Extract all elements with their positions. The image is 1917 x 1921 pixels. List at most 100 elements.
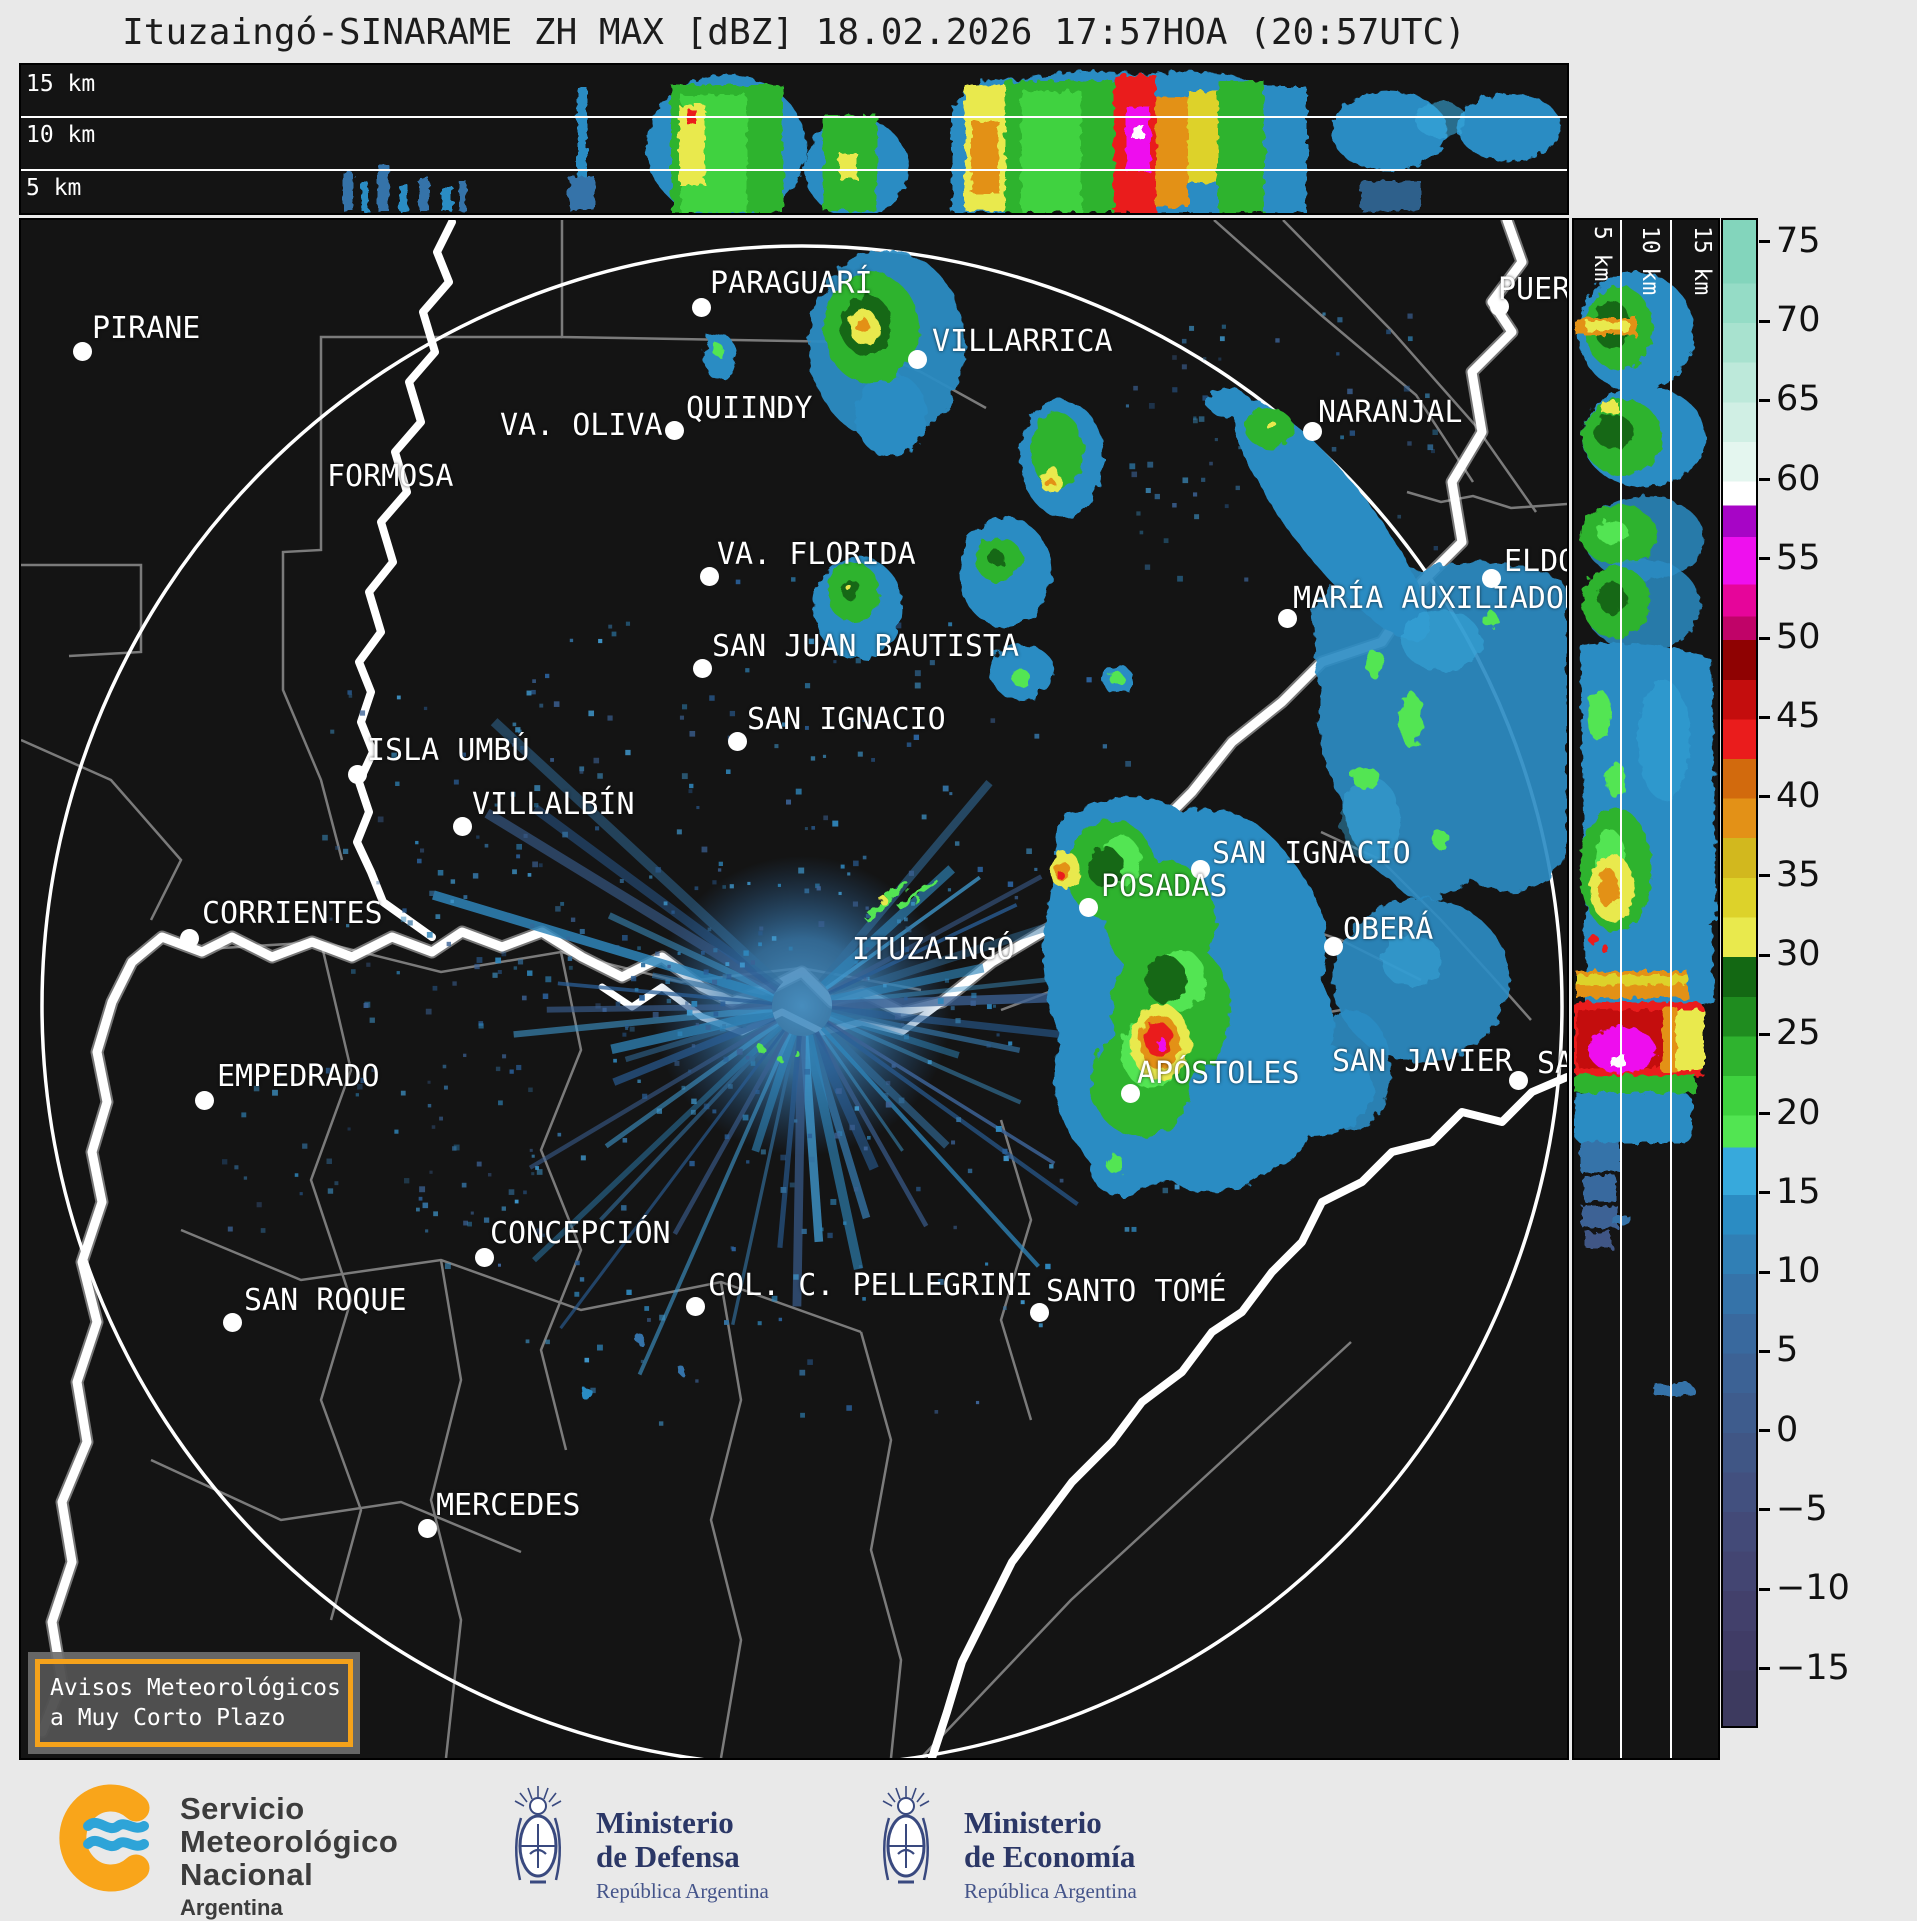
colorbar-tick: [1759, 1032, 1770, 1036]
colorbar-tick: [1759, 319, 1770, 323]
city-label: COL. C. PELLEGRINI: [708, 1268, 1034, 1303]
top-alt-label-5km: 5 km: [26, 175, 82, 201]
colorbar-tick-label: 30: [1776, 934, 1821, 975]
city-label: MERCEDES: [436, 1488, 581, 1523]
city-dot: [453, 817, 472, 836]
colorbar-tick-label: 40: [1776, 775, 1821, 816]
city-label: CORRIENTES: [202, 896, 383, 931]
city-dot: [418, 1519, 437, 1538]
city-label: SAN JUAN BAUTISTA: [712, 629, 1020, 664]
city-dot: [195, 1091, 214, 1110]
colorbar-tick: [1759, 478, 1770, 482]
city-label: MARÍA AUXILIADORA: [1293, 581, 1567, 616]
colorbar-tick: [1759, 557, 1770, 561]
defensa-sub: República Argentina: [596, 1879, 769, 1903]
right-cross-section-panel: 5 km 10 km 15 km: [1572, 218, 1720, 1760]
city-dot: [728, 732, 747, 751]
defensa-wordmark: Ministerio de Defensa República Argentin…: [596, 1806, 769, 1904]
colorbar-tick-label: 45: [1776, 696, 1821, 737]
colorbar-tick: [1759, 1508, 1770, 1512]
dbz-colorbar: [1721, 218, 1758, 1728]
colorbar-tick: [1759, 398, 1770, 402]
defensa-line-2: de Defensa: [596, 1839, 740, 1874]
right-cross-section-echoes: [1574, 272, 1716, 1396]
city-label: SAN IGNACIO: [747, 702, 946, 737]
smn-line-4: Argentina: [180, 1895, 283, 1920]
smn-wordmark: Servicio Meteorológico Nacional Argentin…: [180, 1792, 398, 1921]
warning-box-inner: Avisos Meteorológicos a Muy Corto Plazo: [35, 1659, 353, 1747]
radar-map-panel: PIRANE PARAGUARÍ VILLARRICA QUIINDY VA. OLIV…: [19, 218, 1569, 1760]
colorbar-tick: [1759, 874, 1770, 878]
city-dot: [475, 1248, 494, 1267]
distance-line-10km: [1670, 220, 1672, 1758]
city-dot: [1509, 1071, 1528, 1090]
city-dot: [223, 1313, 242, 1332]
colorbar-tick-label: 55: [1776, 537, 1821, 578]
city-dot: [1303, 422, 1322, 441]
colorbar-tick-label: 25: [1776, 1013, 1821, 1054]
colorbar-tick-label: 65: [1776, 379, 1821, 420]
colorbar-tick-label: 35: [1776, 854, 1821, 895]
city-dot: [1079, 898, 1098, 917]
city-label: SAN JAVIER: [1332, 1044, 1513, 1079]
top-cross-section-echoes: [343, 71, 1561, 213]
city-label: QUIINDY: [686, 391, 813, 426]
warning-box: Avisos Meteorológicos a Muy Corto Plazo: [28, 1652, 360, 1754]
city-dot: [1490, 297, 1509, 316]
radar-range-ring: [40, 244, 1564, 1758]
defensa-line-1: Ministerio: [596, 1805, 734, 1840]
colorbar-tick: [1759, 1270, 1770, 1274]
distance-line-5km: [1620, 220, 1622, 1758]
city-label: VILLARRICA: [932, 324, 1113, 359]
city-dot: [1030, 1303, 1049, 1322]
city-dot: [73, 342, 92, 361]
colorbar-tick-label: 20: [1776, 1092, 1821, 1133]
colorbar-tick-label: 5: [1776, 1330, 1799, 1371]
city-label: SAN: [1537, 1046, 1567, 1081]
colorbar-tick: [1759, 1349, 1770, 1353]
economia-coat-of-arms: [882, 1786, 930, 1884]
city-label: SANTO TOMÉ: [1046, 1274, 1227, 1309]
colorbar-tick-label: 50: [1776, 617, 1821, 658]
right-alt-label-15km: 15 km: [1689, 226, 1715, 296]
colorbar-tick-label: −15: [1776, 1647, 1850, 1688]
economia-wordmark: Ministerio de Economía República Argenti…: [964, 1806, 1137, 1904]
city-label: VILLALBÍN: [472, 787, 635, 822]
city-dot: [692, 298, 711, 317]
city-label: OBERÁ: [1343, 912, 1434, 947]
city-dot: [686, 1297, 705, 1316]
colorbar-tick-label: −5: [1776, 1488, 1828, 1529]
city-label: PARAGUARÍ: [710, 266, 873, 301]
storm-echoes: [581, 250, 1567, 1400]
economia-line-2: de Economía: [964, 1839, 1136, 1874]
city-dot: [1324, 937, 1343, 956]
defensa-coat-of-arms: [514, 1786, 562, 1884]
city-dot: [1121, 1084, 1140, 1103]
city-label: POSADAS: [1101, 869, 1228, 904]
warning-line-2: a Muy Corto Plazo: [50, 1705, 286, 1731]
colorbar-tick: [1759, 715, 1770, 719]
smn-logo: [59, 1784, 150, 1892]
city-label: SAN IGNACIO: [1212, 836, 1411, 871]
altitude-line-5km: [21, 169, 1567, 171]
city-dot: [908, 350, 927, 369]
city-label: FORMOSA: [327, 459, 454, 494]
colorbar-tick: [1759, 636, 1770, 640]
city-dot: [1191, 860, 1210, 879]
top-alt-label-15km: 15 km: [26, 71, 96, 97]
altitude-line-10km: [21, 116, 1567, 118]
city-label: EMPEDRADO: [217, 1059, 380, 1094]
colorbar-tick: [1759, 240, 1770, 244]
warning-line-1: Avisos Meteorológicos: [50, 1675, 341, 1701]
city-dot: [693, 659, 712, 678]
colorbar-tick: [1759, 1112, 1770, 1116]
colorbar-tick: [1759, 1429, 1770, 1433]
city-label: ITUZAINGÓ: [852, 932, 1015, 967]
city-label: SAN ROQUE: [244, 1283, 407, 1318]
colorbar-tick-label: 70: [1776, 300, 1821, 341]
smn-line-2: Meteorológico: [180, 1824, 399, 1859]
city-label: VA. FLORIDA: [717, 537, 916, 572]
colorbar-tick-label: 60: [1776, 458, 1821, 499]
colorbar-tick: [1759, 1191, 1770, 1195]
